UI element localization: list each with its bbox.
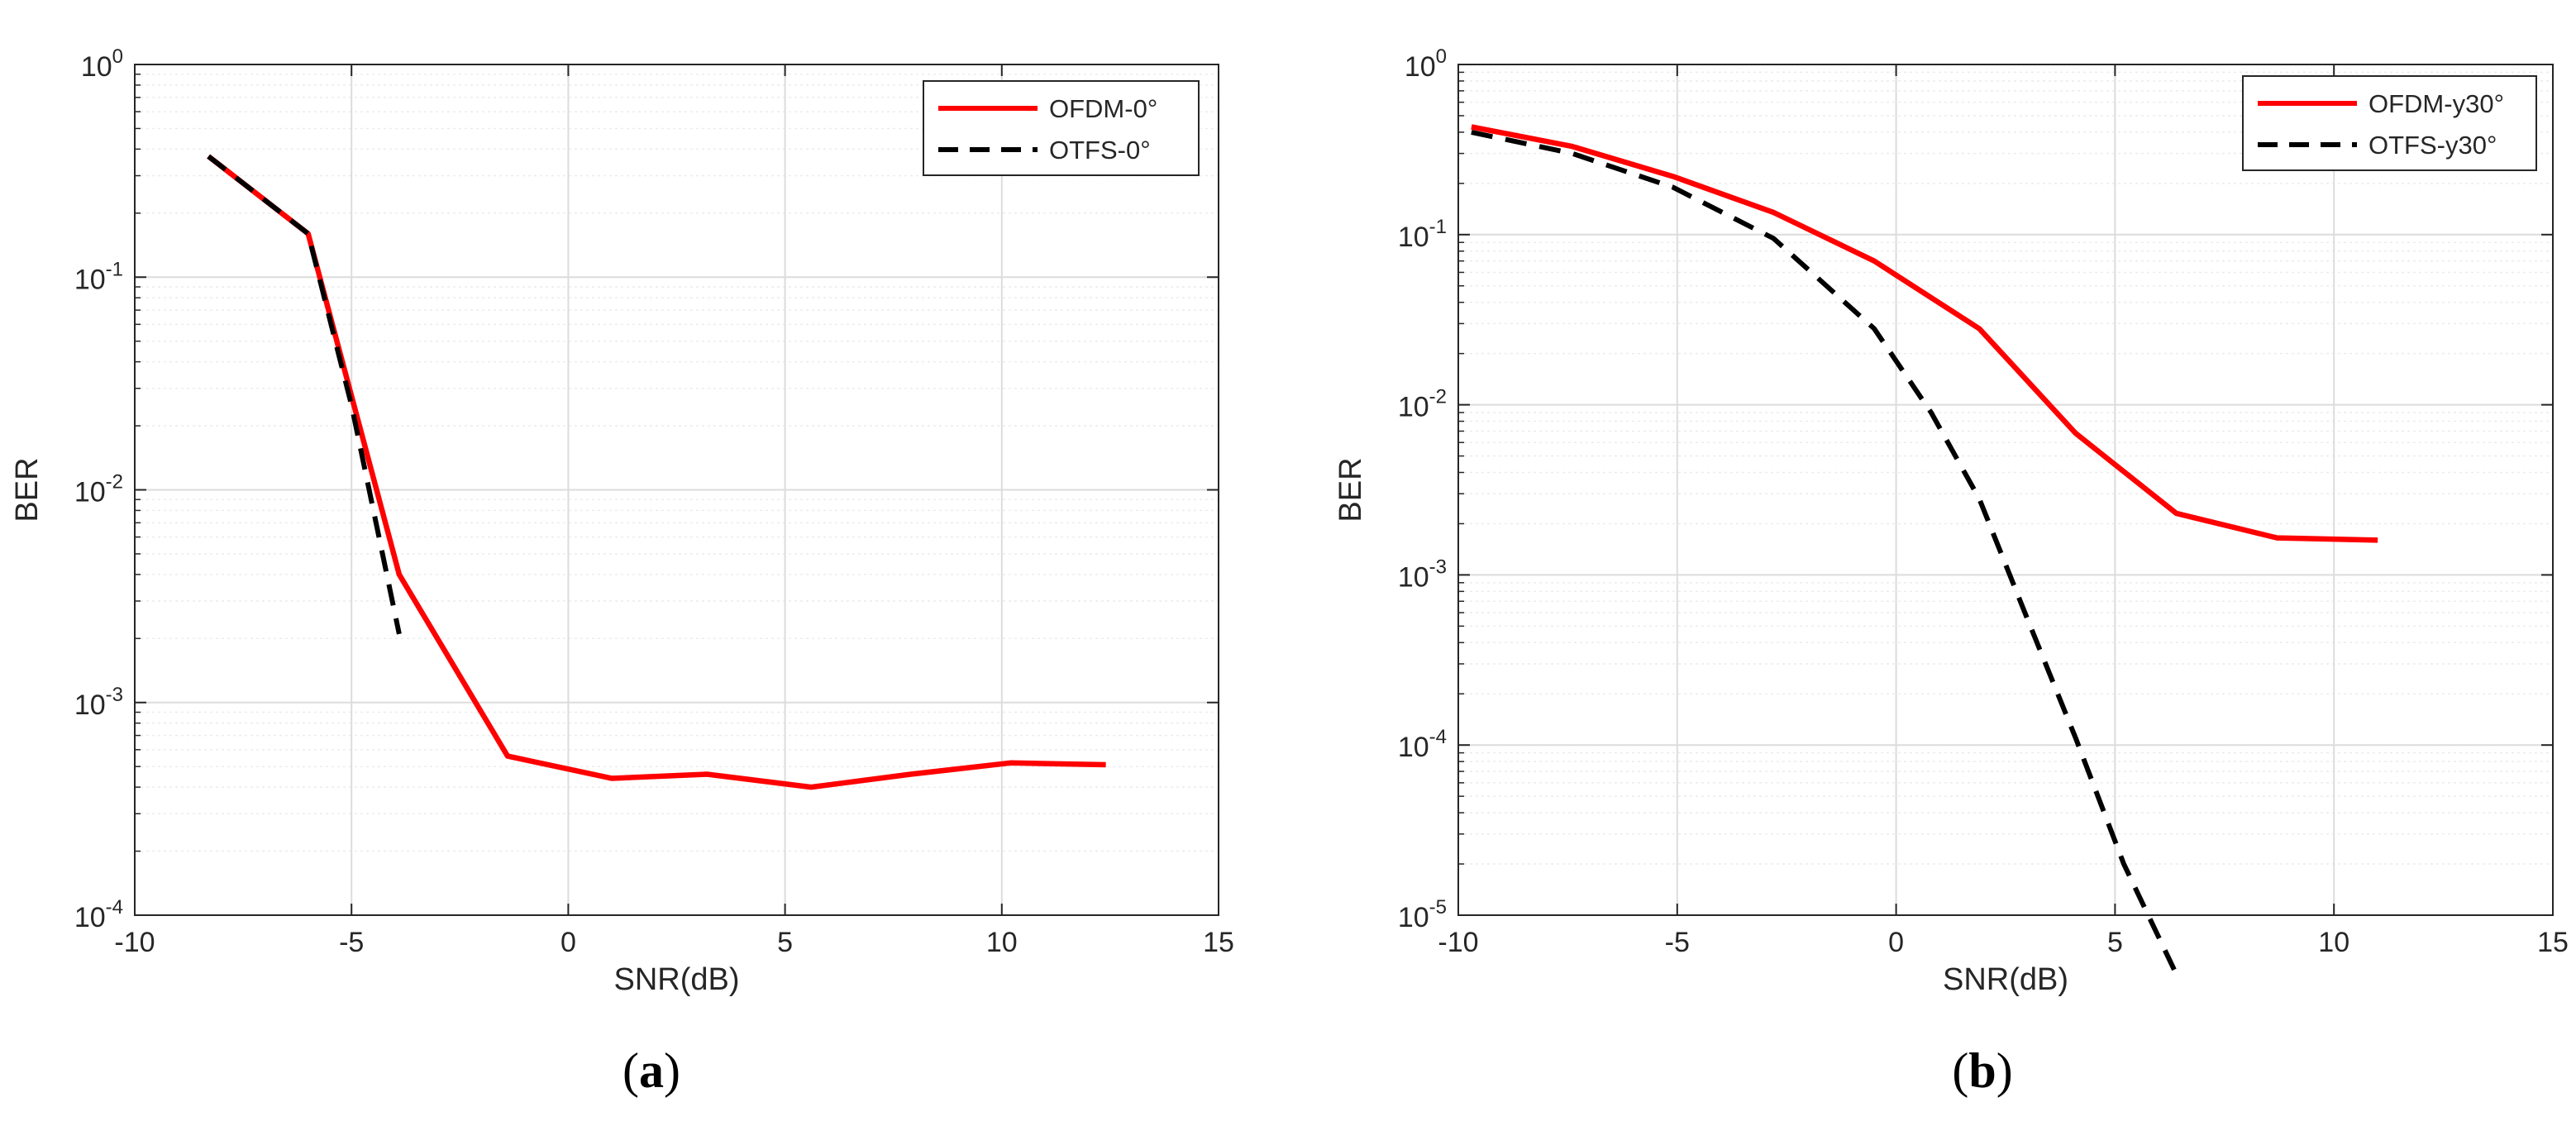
y-tick-label: 10-4 — [74, 896, 123, 933]
y-tick-exponent: -3 — [1429, 556, 1447, 578]
y-tick-exponent: -4 — [1429, 726, 1447, 748]
y-tick-exponent: -1 — [106, 258, 123, 280]
x-tick-label: 5 — [2107, 927, 2123, 958]
x-axis-label: SNR(dB) — [613, 962, 739, 997]
y-tick-label: 10-5 — [1398, 896, 1447, 933]
caption-open-paren: ( — [1952, 1043, 1968, 1098]
y-tick-label: 10-2 — [1398, 386, 1447, 423]
legend-entry-label: OFDM-y30° — [2368, 89, 2504, 118]
y-tick-exponent: -3 — [106, 684, 123, 706]
y-tick-base: 10 — [81, 51, 112, 83]
caption-letter: b — [1968, 1043, 1996, 1098]
y-tick-base: 10 — [1398, 561, 1429, 593]
panel-caption: (b) — [1952, 1043, 2012, 1098]
y-tick-base: 10 — [1398, 222, 1429, 253]
y-tick-label: 10-3 — [1398, 556, 1447, 593]
caption-letter: a — [639, 1043, 664, 1098]
legend-box — [923, 80, 1200, 176]
y-tick-base: 10 — [74, 902, 106, 933]
series-line-ofdm — [207, 154, 1106, 790]
x-tick-label: 0 — [561, 927, 576, 958]
y-tick-exponent: -2 — [1429, 386, 1447, 408]
y-tick-base: 10 — [74, 689, 106, 721]
legend-box — [2242, 75, 2537, 171]
y-tick-label: 10-4 — [1398, 726, 1447, 763]
x-axis-label: SNR(dB) — [1943, 962, 2068, 997]
y-axis-label: BER — [10, 457, 45, 522]
legend: OFDM-y30° OTFS-y30° — [2242, 75, 2537, 171]
plot-area — [1457, 64, 2554, 916]
caption-close-paren: ) — [664, 1043, 680, 1098]
legend-entry-label: OTFS-y30° — [2368, 131, 2497, 160]
y-tick-exponent: 0 — [1436, 45, 1447, 68]
series-line-otfs — [207, 154, 402, 635]
y-tick-base: 10 — [1398, 392, 1429, 423]
legend: OFDM-0° OTFS-0° — [923, 80, 1200, 176]
legend-entry-label: OFDM-0° — [1049, 94, 1157, 123]
caption-open-paren: ( — [623, 1043, 639, 1098]
series-line-otfs — [1471, 129, 2179, 976]
y-tick-label: 10-2 — [74, 471, 123, 508]
y-tick-base: 10 — [1398, 902, 1429, 933]
y-tick-base: 10 — [74, 477, 106, 508]
y-tick-label: 10-3 — [74, 684, 123, 721]
y-tick-exponent: 0 — [112, 45, 123, 68]
x-tick-label: -5 — [1665, 927, 1690, 958]
x-tick-label: 0 — [1888, 927, 1904, 958]
series-line-ofdm — [1471, 124, 2378, 543]
legend-entry-label: OTFS-0° — [1049, 136, 1151, 165]
y-axis-label: BER — [1333, 457, 1368, 522]
caption-close-paren: ) — [1996, 1043, 2013, 1098]
x-tick-label: 15 — [1203, 927, 1234, 958]
x-tick-label: -10 — [1438, 927, 1478, 958]
x-tick-label: -10 — [114, 927, 155, 958]
y-tick-base: 10 — [1398, 732, 1429, 763]
x-tick-label: 15 — [2537, 927, 2569, 958]
y-tick-base: 10 — [74, 264, 106, 295]
chart-panel-b: -10 -5 0 5 10 1510010-110-210-310-410-5SNR(dB… — [1333, 45, 2569, 1098]
x-tick-label: 5 — [777, 927, 793, 958]
y-tick-exponent: -4 — [106, 896, 123, 918]
y-tick-label: 10-1 — [74, 258, 123, 295]
panel-caption: (a) — [623, 1043, 680, 1098]
y-tick-base: 10 — [1405, 51, 1436, 83]
x-tick-label: 10 — [986, 927, 1018, 958]
y-tick-label: 100 — [81, 45, 123, 83]
chart-panel-a: -10 -5 0 5 10 1510010-110-210-310-4SNR(dB)BER… — [10, 45, 1234, 1098]
x-tick-label: 10 — [2318, 927, 2349, 958]
y-tick-exponent: -1 — [1429, 216, 1447, 238]
y-tick-label: 10-1 — [1398, 216, 1447, 253]
x-tick-label: -5 — [339, 927, 364, 958]
y-tick-exponent: -5 — [1429, 896, 1447, 918]
y-tick-label: 100 — [1405, 45, 1447, 83]
y-tick-exponent: -2 — [106, 471, 123, 494]
